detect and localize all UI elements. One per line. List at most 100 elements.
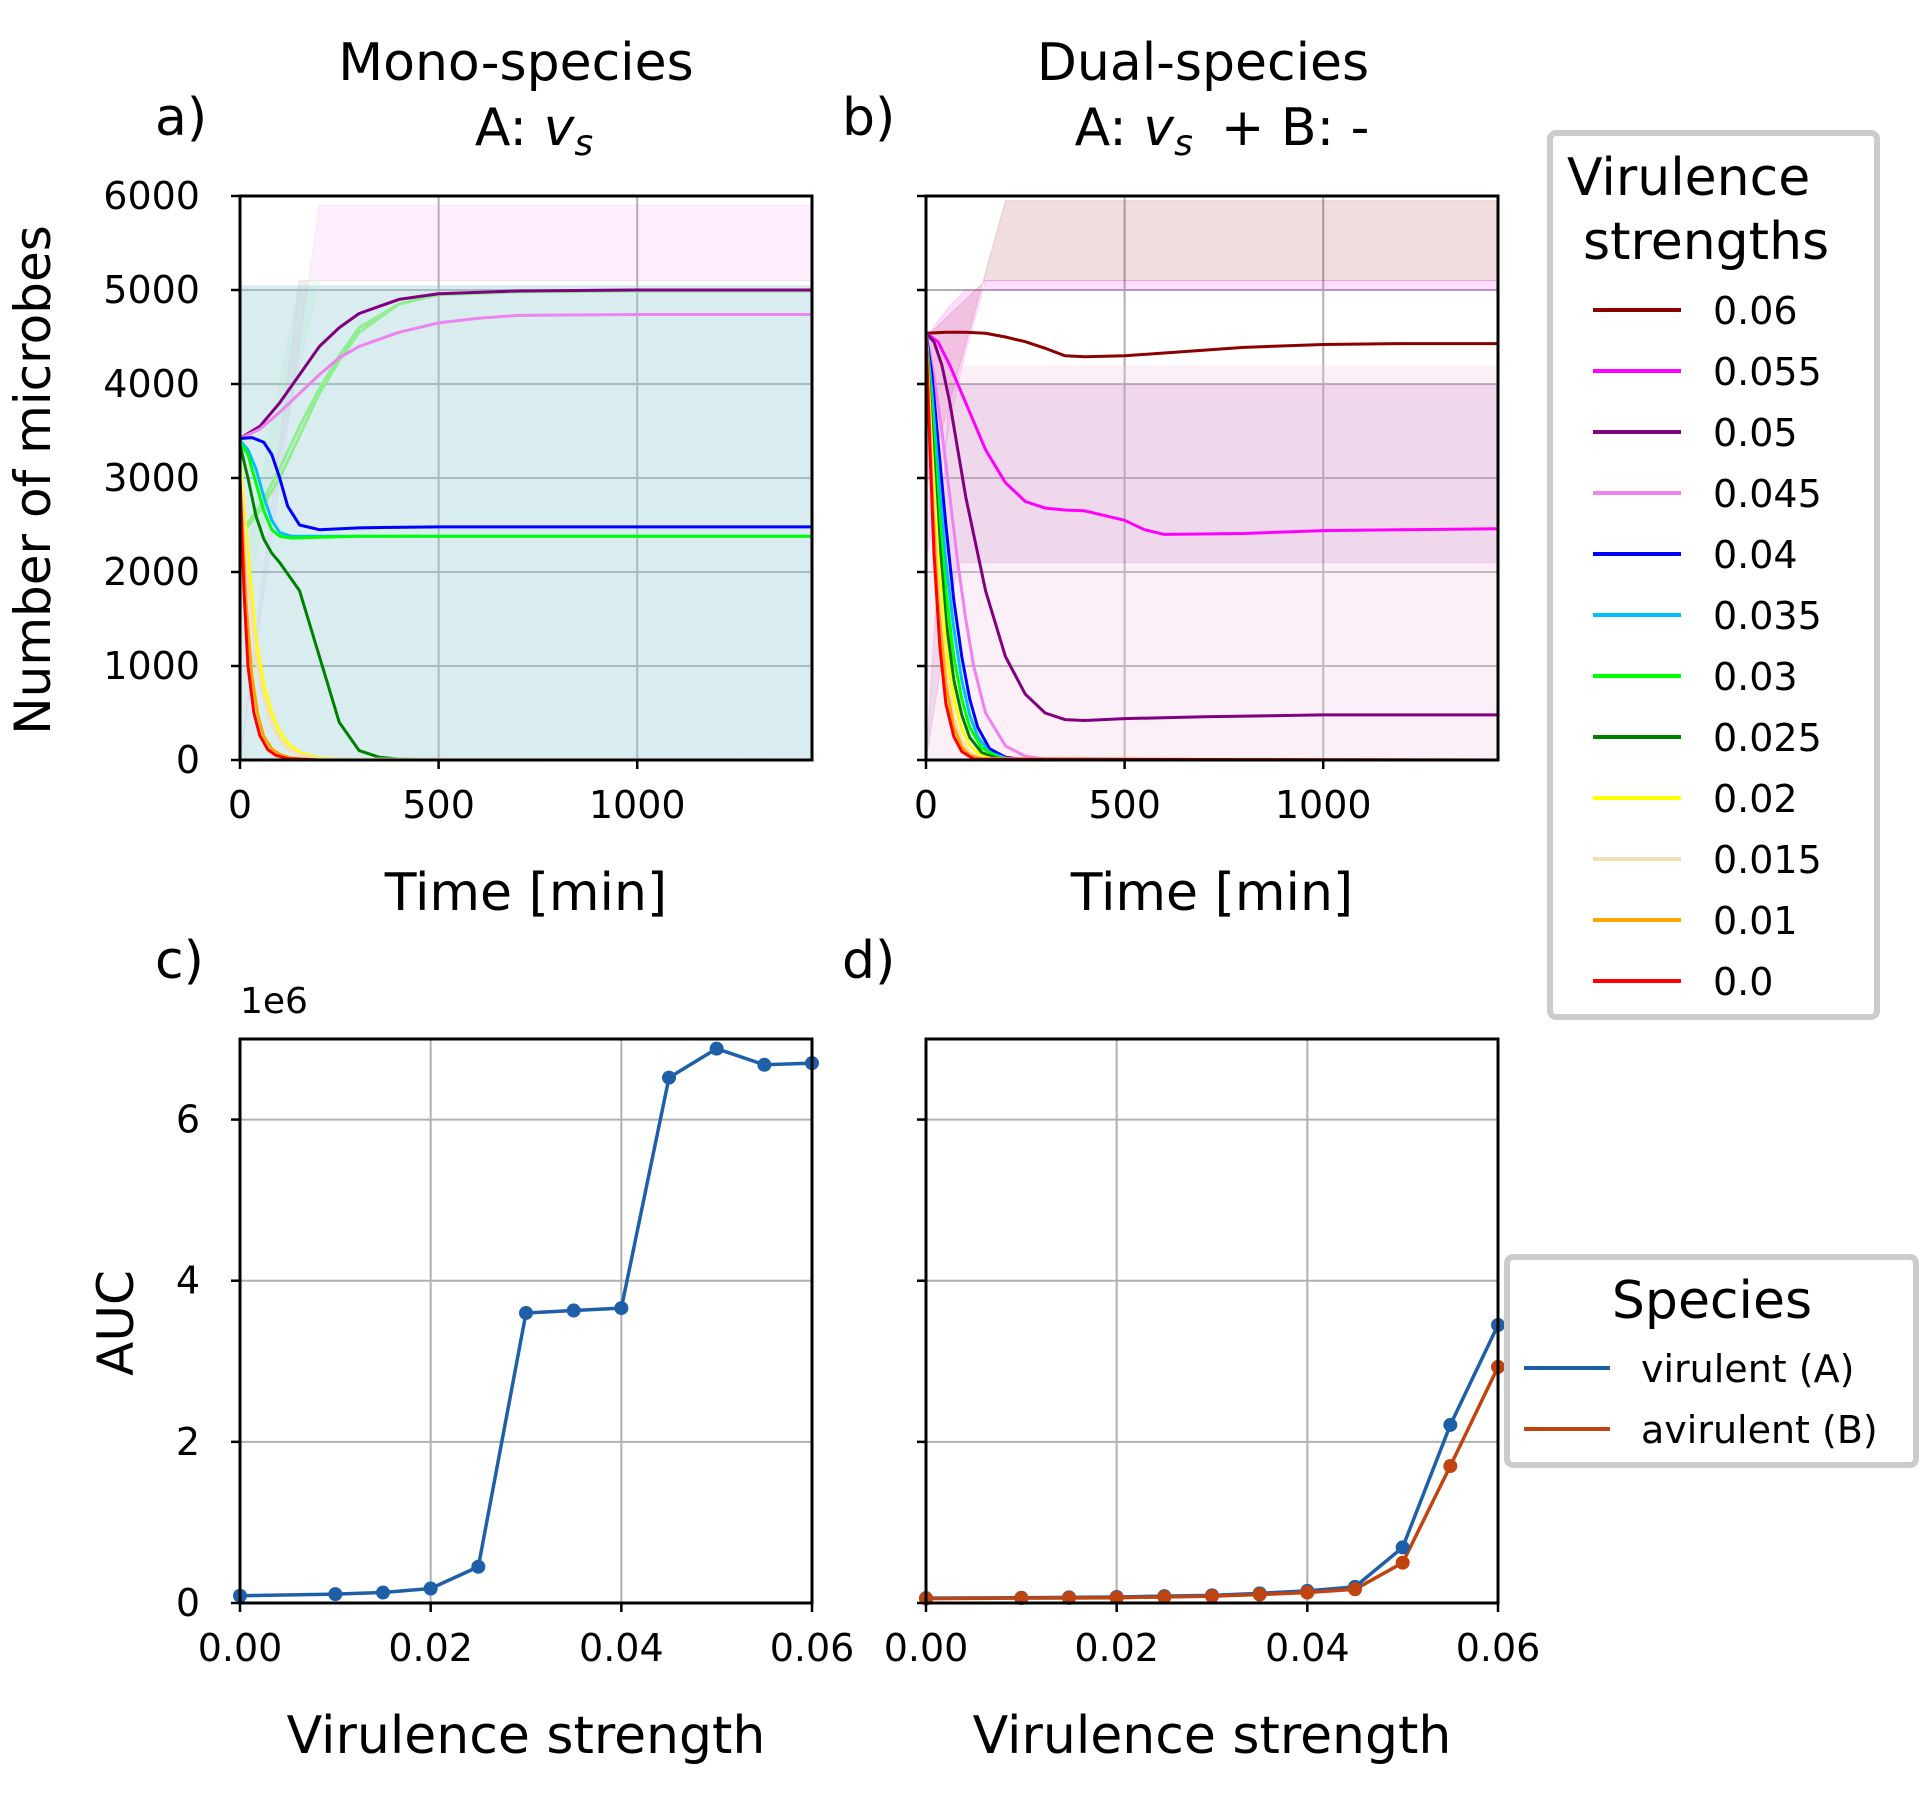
y-tick-label: 5000 [103,268,200,312]
series-line-0.05 [926,332,1498,723]
y-tick-label: 1000 [103,644,200,688]
species-legend-label: virulent (A) [1641,1347,1854,1391]
panel-b-title-suffix: + B: - [1221,98,1370,158]
data-point [1443,1417,1458,1432]
virulence-legend-label: 0.04 [1713,533,1798,577]
data-point [757,1057,772,1072]
y-tick-label: 3000 [103,456,200,500]
panel-d: 0.00 0.02 0.04 0.06 [884,1037,1541,1670]
x-tick-label: 0.00 [884,1626,969,1670]
x-tick-label: 1000 [589,783,686,827]
data-point [709,1041,724,1056]
plot-area [240,1046,812,1598]
species-legend: Species virulent (A) avirulent (B) [1504,1254,1919,1468]
panel-b-title-v: v [1143,98,1175,158]
x-tick-label: 500 [1088,783,1161,827]
virulence-legend-label: 0.015 [1713,838,1822,882]
virulence-legend: Virulence strengths 0.06 0.055 0.05 0.045 0.… [1547,130,1880,1020]
species-legend-frame [1504,1254,1919,1468]
virulence-legend-label: 0.045 [1713,472,1822,516]
auc-ylabel: AUC [87,1270,145,1376]
data-point [1348,1582,1362,1597]
plot-area [240,204,812,760]
panel-a-title-line2: A: vs [475,98,593,164]
axes-frame [924,1037,1500,1605]
series-line-avirulentB [926,1366,1498,1601]
data-point [471,1559,486,1574]
count-ylabel: Number of microbes [4,225,62,735]
virulence-legend-label: 0.01 [1713,899,1798,943]
panel-b-title-prefix: A: [1075,98,1144,158]
plot-area [926,1324,1498,1601]
series-line-virulentA [926,1324,1498,1600]
virulence-legend-label: 0.025 [1713,716,1822,760]
y-tick-label: 0 [176,738,200,782]
data-point [1395,1555,1410,1570]
virulence-legend-label: 0.02 [1713,777,1798,821]
data-point [423,1581,438,1596]
panel-a-title-v: v [544,98,576,158]
band-0.05 [926,383,1498,760]
y-tick-label: 4 [176,1259,200,1303]
virulence-legend-label: 0.03 [1713,655,1798,699]
axes-frame [238,1037,814,1605]
data-point [614,1301,629,1316]
data-point [1252,1587,1267,1602]
series-line-0.03 [240,441,812,540]
panel-b-title-sub: s [1174,123,1193,164]
y-tick-label: 6000 [103,174,200,218]
panel-a-title-line1: Mono-species [338,33,693,93]
species-legend-title: Species [1612,1271,1812,1331]
data-point [566,1303,581,1318]
series-line-virulentA [240,1046,812,1598]
auc-xlabel-c: Virulence strength [287,1706,766,1766]
x-tick-label: 0.04 [579,1626,664,1670]
panel-c: 0.00 0.02 0.04 0.06 0 2 4 6 [176,1037,855,1670]
species-legend-label: avirulent (B) [1641,1408,1878,1452]
panel-label-c: c) [155,931,204,991]
data-point [662,1070,676,1085]
time-xlabel-b: Time [min] [1070,863,1353,923]
x-tick-label: 0.00 [198,1626,283,1670]
series-line-0.05 [240,288,812,440]
data-point [1157,1589,1172,1604]
virulence-legend-label: 0.05 [1713,411,1798,455]
virulence-legend-title-line2: strengths [1583,212,1829,272]
virulence-legend-label: 0.035 [1713,594,1822,638]
band-0.055 [926,280,1498,563]
y-tick-label: 2000 [103,550,200,594]
x-tick-label: 0.02 [388,1626,473,1670]
x-tick-label: 0.02 [1074,1626,1159,1670]
data-point [376,1585,390,1600]
series-line-0.04 [240,436,812,532]
virulence-legend-label: 0.055 [1713,350,1822,394]
virulence-legend-label: 0.0 [1713,960,1773,1004]
data-point [1443,1459,1458,1474]
x-tick-label: 0.06 [770,1626,855,1670]
panel-label-b: b) [842,88,895,148]
data-point [1205,1589,1219,1604]
x-tick-label: 0 [914,783,938,827]
panel-label-a: a) [155,88,207,148]
series-line-0.045 [240,312,812,440]
panel-b-title-line2: A: vs + B: - [1075,98,1370,164]
y-tick-label: 4000 [103,362,200,406]
panel-a: 0 500 1000 0 1000 2000 3000 4000 5000 6000 [103,174,814,827]
data-point [1109,1590,1124,1605]
time-xlabel-a: Time [min] [384,863,667,923]
panel-label-d: d) [842,931,895,991]
auc-offset-label: 1e6 [240,981,308,1022]
x-tick-label: 1000 [1275,783,1372,827]
x-tick-label: 0.06 [1456,1626,1541,1670]
x-tick-label: 0 [228,783,252,827]
x-tick-label: 500 [402,783,475,827]
series-line-0.055 [926,332,1498,536]
virulence-legend-title-line1: Virulence [1567,148,1810,208]
y-tick-label: 0 [176,1581,200,1625]
data-point [328,1587,343,1602]
series-line-0.06 [926,330,1498,359]
band-0.06 [926,200,1498,488]
data-point [1300,1585,1315,1600]
panel-b-title-line1: Dual-species [1037,33,1369,93]
